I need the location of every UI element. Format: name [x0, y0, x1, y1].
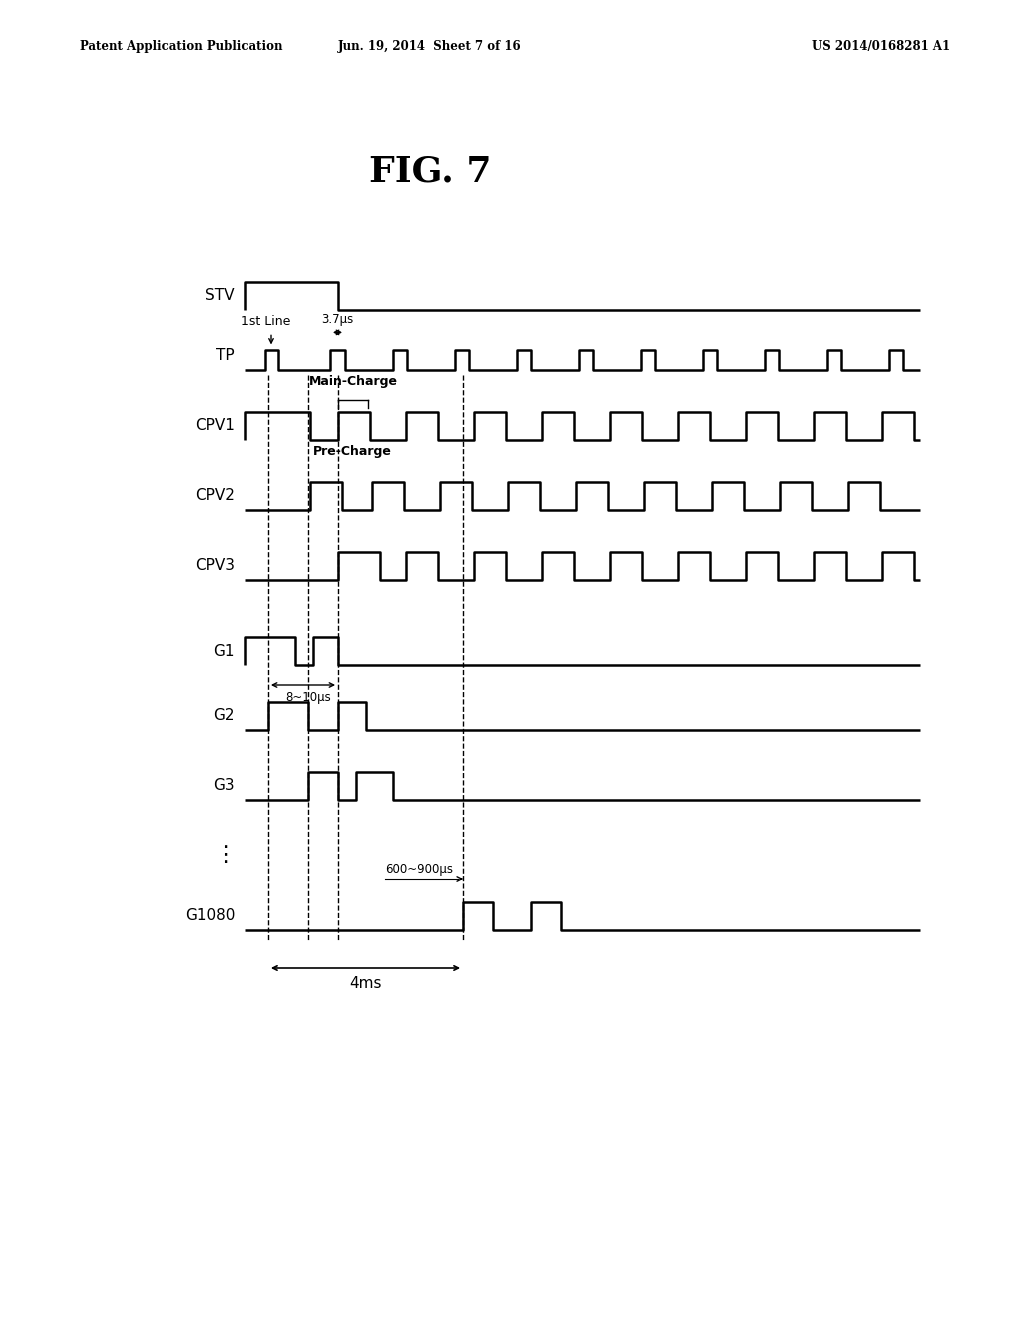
Text: G3: G3	[213, 779, 234, 793]
Text: CPV1: CPV1	[196, 418, 234, 433]
Text: ⋮: ⋮	[214, 845, 237, 865]
Text: CPV2: CPV2	[196, 488, 234, 503]
Text: G1080: G1080	[184, 908, 234, 924]
Text: FIG. 7: FIG. 7	[369, 154, 492, 189]
Text: 3.7μs: 3.7μs	[321, 313, 353, 326]
Text: US 2014/0168281 A1: US 2014/0168281 A1	[812, 40, 950, 53]
Text: G1: G1	[213, 644, 234, 659]
Text: G2: G2	[213, 709, 234, 723]
Text: 4ms: 4ms	[349, 975, 381, 991]
Text: Pre-Charge: Pre-Charge	[313, 445, 392, 458]
Text: 1st Line: 1st Line	[242, 315, 291, 329]
Text: STV: STV	[206, 289, 234, 304]
Text: CPV3: CPV3	[195, 558, 234, 573]
Text: TP: TP	[216, 348, 234, 363]
Text: Patent Application Publication: Patent Application Publication	[80, 40, 283, 53]
Text: 8~10μs: 8~10μs	[285, 690, 331, 704]
Text: Main-Charge: Main-Charge	[308, 375, 397, 388]
Text: 600~900μs: 600~900μs	[385, 863, 453, 876]
Text: Jun. 19, 2014  Sheet 7 of 16: Jun. 19, 2014 Sheet 7 of 16	[338, 40, 522, 53]
